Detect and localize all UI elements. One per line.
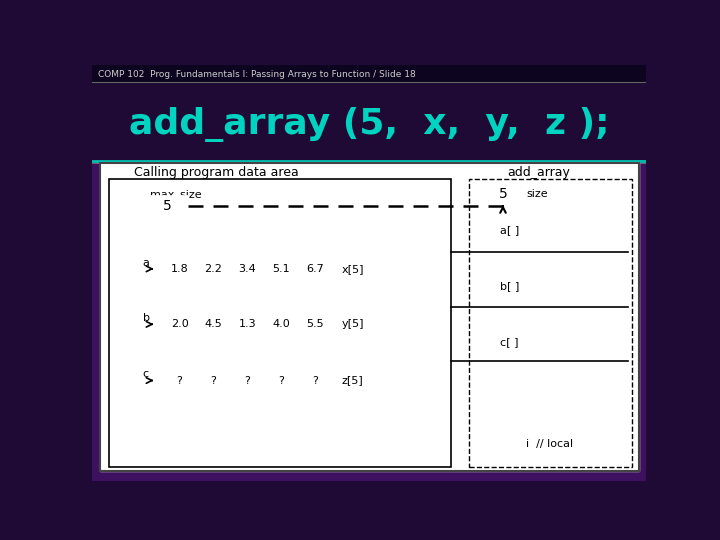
Bar	[99, 164, 639, 471]
Bar	[230, 372, 264, 390]
Text: ?: ?	[210, 375, 217, 386]
Bar	[99, 164, 639, 471]
Bar	[156, 309, 338, 340]
Bar	[485, 434, 521, 455]
Text: 6.7: 6.7	[306, 264, 324, 274]
Bar	[92, 65, 647, 82]
Text: add_array: add_array	[508, 166, 570, 179]
Bar	[92, 161, 647, 481]
Text: ?: ?	[244, 375, 251, 386]
Text: a: a	[143, 258, 150, 268]
Text: c[ ]: c[ ]	[500, 337, 518, 347]
Bar	[264, 260, 298, 278]
Bar	[156, 253, 338, 284]
Bar	[230, 260, 264, 278]
Text: 5: 5	[499, 187, 508, 201]
Text: ?: ?	[279, 375, 284, 386]
Text: 1.8: 1.8	[171, 264, 189, 274]
Bar	[298, 260, 332, 278]
Text: 4.5: 4.5	[204, 319, 222, 329]
Text: size: size	[526, 189, 548, 199]
Text: 1.3: 1.3	[238, 319, 256, 329]
Text: 2.0: 2.0	[171, 319, 189, 329]
Bar	[230, 315, 264, 334]
Bar	[109, 179, 451, 467]
Text: b: b	[143, 313, 150, 323]
Text: ?: ?	[176, 375, 182, 386]
Text: max_size: max_size	[150, 188, 201, 200]
Bar	[197, 372, 230, 390]
Bar	[298, 372, 332, 390]
Text: 2.2: 2.2	[204, 264, 222, 274]
Text: ?: ?	[312, 375, 318, 386]
Text: COMP 102  Prog. Fundamentals I: Passing Arrays to Function / Slide 18: COMP 102 Prog. Fundamentals I: Passing A…	[98, 70, 415, 78]
Bar	[145, 195, 188, 217]
Text: x[5]: x[5]	[341, 264, 364, 274]
Text: a[ ]: a[ ]	[500, 225, 519, 235]
Text: 5.1: 5.1	[272, 264, 290, 274]
Bar	[163, 372, 197, 390]
Text: y[5]: y[5]	[341, 319, 364, 329]
Text: 5: 5	[163, 199, 171, 213]
Bar	[163, 315, 197, 334]
Bar	[163, 260, 197, 278]
Text: z[5]: z[5]	[341, 375, 363, 386]
Text: 3.4: 3.4	[238, 264, 256, 274]
Bar	[264, 372, 298, 390]
Text: add_array (5,  x,  y,  z );: add_array (5, x, y, z );	[129, 106, 609, 141]
Text: i  // local: i // local	[526, 440, 573, 449]
Bar	[197, 260, 230, 278]
Bar	[485, 184, 521, 205]
Text: b[ ]: b[ ]	[500, 281, 519, 291]
Bar	[469, 179, 632, 467]
Text: c: c	[143, 369, 149, 379]
Bar	[264, 315, 298, 334]
Text: 5.5: 5.5	[306, 319, 324, 329]
Bar	[156, 365, 338, 396]
Text: Calling program data area: Calling program data area	[134, 166, 299, 179]
Bar	[197, 315, 230, 334]
Text: 4.0: 4.0	[272, 319, 290, 329]
Bar	[298, 315, 332, 334]
